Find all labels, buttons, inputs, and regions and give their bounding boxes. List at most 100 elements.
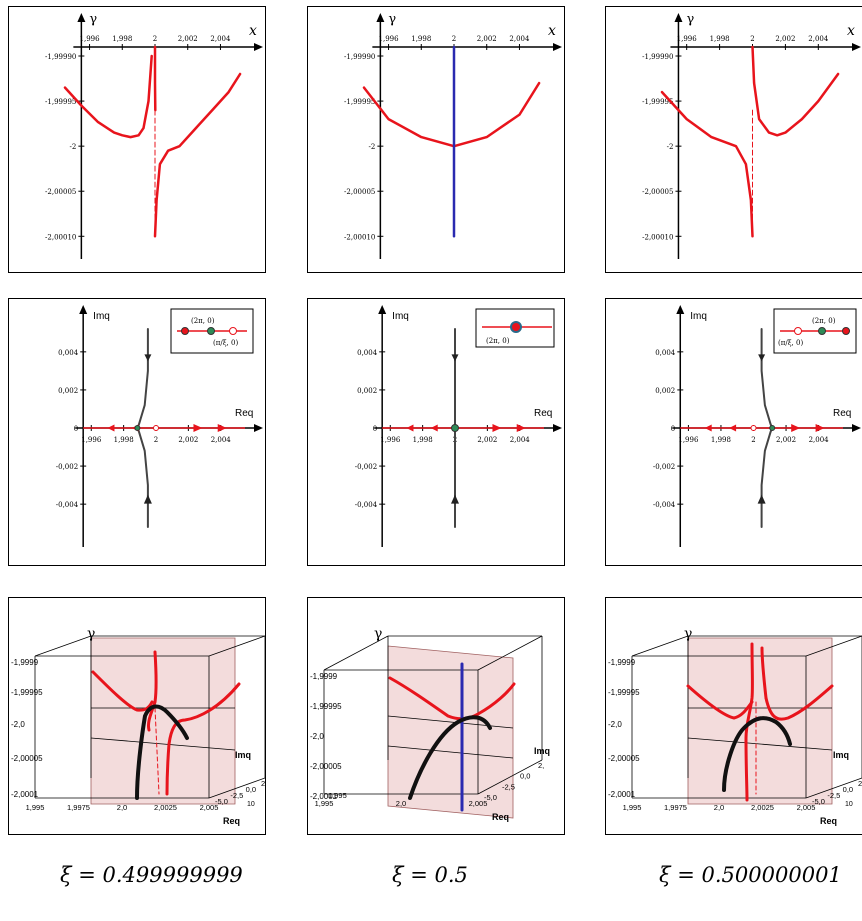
y-axis-label: γ xyxy=(89,12,97,27)
panel-q-plane-2: Imq Req 1,996 1,998 2 2,002 2,004 0,004 0,002 0 -0… xyxy=(307,298,565,566)
y-tick-label: -5,0 xyxy=(215,797,228,806)
y-tick-label: 0,002 xyxy=(58,387,78,395)
x-axis-label: x xyxy=(249,23,257,39)
panel-3d-plot-1: -1,9999 -1,99995 -2,0 -2,00005 -2,0001 γ 1,995… xyxy=(8,597,266,835)
y-tick-label: -0,004 xyxy=(653,501,676,509)
x-axis-label: Req xyxy=(235,408,253,419)
fixed-point-open xyxy=(153,425,159,431)
z-tick-label: -2,00005 xyxy=(11,754,43,763)
inset-label: (2π, 0) xyxy=(486,337,510,345)
x-tick-label: 2,005 xyxy=(469,799,488,808)
inset-point xyxy=(181,327,189,335)
shaded-plane xyxy=(687,637,833,805)
y-axis-arrow xyxy=(378,305,387,314)
panel-q-plane-3: Imq Req 1,996 1,998 2 2,002 2,004 0,004 0,002 0 -0… xyxy=(605,298,862,566)
z-tick-label: -1,9999 xyxy=(310,672,338,681)
3d-plot-2: -1,9999 -1,99995 -2,0 -2,00005 -2,0001 γ 1,995… xyxy=(310,626,550,822)
x-axis-label: Req xyxy=(820,816,837,826)
z-axis-label: γ xyxy=(374,626,382,642)
gamma-curve-1 xyxy=(63,54,153,139)
inset-point xyxy=(510,321,522,333)
gamma-curve xyxy=(760,646,768,700)
gamma-curve-2 xyxy=(751,45,840,137)
flow-arrow-down xyxy=(144,354,152,362)
box-edge xyxy=(208,777,265,799)
x-axis-arrow xyxy=(852,43,861,51)
x-tick-label: 2,004 xyxy=(809,436,830,444)
y-tick-label: -0,004 xyxy=(355,501,378,509)
y-tick-label: -2,00010 xyxy=(642,233,673,241)
caption-xi-1: ξ = 0.499999999 xyxy=(60,863,243,887)
flow-arrow-right xyxy=(193,424,203,432)
x-tick-label: 2,004 xyxy=(509,35,530,43)
q-plane-plot-1: Imq Req 1,996 1,998 2 2,002 2,004 0,004 0,002 0 -0… xyxy=(56,305,263,547)
y-tick-label: 0,0 xyxy=(520,772,530,781)
x-tick-label: 1,998 xyxy=(710,35,730,43)
inset-label: (π/ξ, 0) xyxy=(778,339,803,347)
y-tick-label: -2,00005 xyxy=(344,188,375,196)
gamma-curve xyxy=(147,650,158,732)
x-tick-label: 2,004 xyxy=(211,436,232,444)
inset-legend: (2π, 0) (π/ξ, 0) xyxy=(773,308,857,354)
x-tick-label: 2,004 xyxy=(210,35,231,43)
x-tick-label: 1,996 xyxy=(678,436,699,444)
panel-3d-plot-3: -1,9999 -1,99995 -2,0 -2,00005 -2,0001 γ 1,995… xyxy=(605,597,862,835)
y-tick-label: -2,00010 xyxy=(45,233,76,241)
x-tick-label: 1,998 xyxy=(114,436,134,444)
x-tick-label: 2,002 xyxy=(775,35,795,43)
y-axis-label: Imq xyxy=(534,746,550,756)
gamma-curve-3 xyxy=(153,72,242,238)
fixed-point xyxy=(451,424,459,432)
y-tick-label: 0,0 xyxy=(246,785,256,794)
flow-arrow-left xyxy=(406,424,414,432)
box-edge xyxy=(805,635,862,657)
y-unit-label: 10 xyxy=(845,801,853,808)
y-axis-label: γ xyxy=(388,12,396,27)
y-axis-label: Imq xyxy=(392,311,409,322)
box-edge xyxy=(208,635,265,657)
x-axis-label: x xyxy=(548,23,556,39)
y-tick-label: -0,002 xyxy=(355,463,377,471)
x-tick-label: 2 xyxy=(452,35,456,43)
box-edge xyxy=(477,635,543,671)
eigen-curve-3d xyxy=(408,715,492,800)
x-tick-label: 1,998 xyxy=(711,436,731,444)
x-tick-label: 2,005 xyxy=(797,803,816,812)
x-tick-label: 1,996 xyxy=(81,436,102,444)
y-tick-label: 2, xyxy=(538,761,544,770)
y-tick-label: -2 xyxy=(369,143,376,151)
y-tick-label: 2, xyxy=(858,779,862,788)
fixed-point xyxy=(134,425,141,431)
x-axis-label: Req xyxy=(223,816,240,826)
eigen-curve-3d xyxy=(135,704,189,800)
flow-arrow-left xyxy=(729,424,737,432)
y-tick-label: -1,99990 xyxy=(642,53,673,61)
flow-arrow-down xyxy=(758,354,766,362)
fixed-point-open xyxy=(750,425,757,431)
y-tick-label: 0,002 xyxy=(655,387,675,395)
x-tick-label: 1,9975 xyxy=(67,803,90,812)
x-tick-label: 2,002 xyxy=(477,436,497,444)
z-tick-label: -1,99995 xyxy=(11,688,43,697)
y-axis-label: Imq xyxy=(93,311,110,322)
y-tick-label: -5,0 xyxy=(484,793,497,802)
x-tick-label: 2 xyxy=(750,35,754,43)
grid-line xyxy=(90,737,236,751)
x-tick-label: 2,0025 xyxy=(751,803,774,812)
x-tick-label: 2,0025 xyxy=(154,803,177,812)
flow-arrow-right xyxy=(492,424,502,432)
gamma-curve-dashed xyxy=(154,707,160,795)
inset-point-open xyxy=(229,327,237,335)
inset-point xyxy=(818,327,826,335)
y-tick-label: -1,99990 xyxy=(45,53,76,61)
flow-arrow-right xyxy=(516,424,526,432)
y-tick-label: -0,002 xyxy=(56,463,78,471)
flow-arrow-left xyxy=(704,424,712,432)
y-tick-label: 0,0 xyxy=(843,785,853,794)
3d-plot-1: -1,9999 -1,99995 -2,0 -2,00005 -2,0001 γ 1,995… xyxy=(11,626,265,826)
flow-arrow-down xyxy=(451,354,459,362)
flow-arrow-up xyxy=(451,494,459,504)
z-tick-label: -1,9999 xyxy=(608,658,636,667)
z-tick-label: -1,9999 xyxy=(11,658,39,667)
y-tick-label: 0,004 xyxy=(655,349,676,357)
